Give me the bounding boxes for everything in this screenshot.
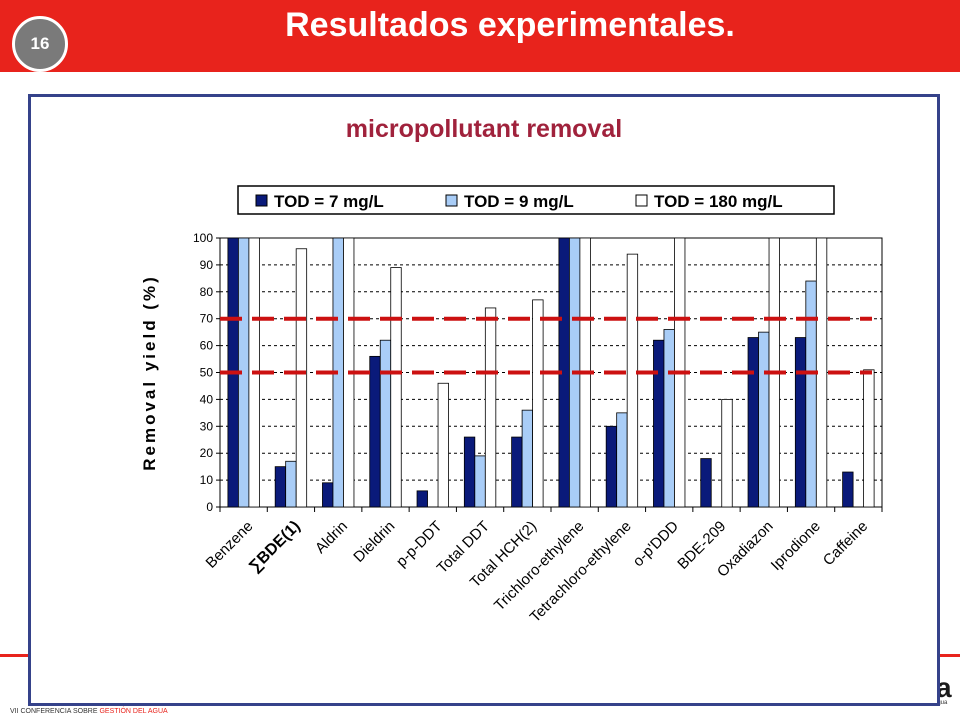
bar xyxy=(474,455,486,508)
bar xyxy=(369,355,381,508)
y-tick-label: 0 xyxy=(206,500,213,514)
footer-accent: GESTIÓN DEL AGUA xyxy=(99,708,168,715)
bar xyxy=(805,280,817,508)
legend-swatch xyxy=(255,194,268,207)
bar xyxy=(605,425,618,508)
y-tick-label: 70 xyxy=(200,312,214,326)
bar xyxy=(653,339,665,508)
bar xyxy=(663,329,675,508)
x-category-label: Iprodione xyxy=(768,518,824,574)
slide-number-badge: 16 xyxy=(12,16,68,72)
bar xyxy=(463,436,476,508)
x-category-label: Trichloro-ethylene xyxy=(491,518,588,615)
y-tick-label: 60 xyxy=(200,339,214,353)
bar xyxy=(484,307,497,508)
footer-conference-text: VII CONFERENCIA SOBRE GESTIÓN DEL AGUA xyxy=(10,708,168,715)
x-category-label: o-p'DDD xyxy=(630,518,682,570)
bar xyxy=(863,369,875,508)
bar xyxy=(274,466,287,508)
legend-label: TOD = 9 mg/L xyxy=(464,192,574,211)
bar xyxy=(379,339,392,508)
y-tick-label: 90 xyxy=(200,258,214,272)
y-tick-label: 80 xyxy=(200,285,214,299)
legend-label: TOD = 180 mg/L xyxy=(654,192,783,211)
bar xyxy=(700,458,712,508)
bar xyxy=(794,337,807,508)
bar xyxy=(616,412,628,508)
legend-swatch xyxy=(635,194,648,207)
footer-logo-sub: agua xyxy=(934,700,948,706)
y-tick-label: 100 xyxy=(193,231,213,245)
bar xyxy=(747,337,759,508)
y-tick-label: 10 xyxy=(200,473,214,487)
bar xyxy=(295,248,308,508)
bar xyxy=(390,267,402,508)
bar xyxy=(532,299,544,508)
y-tick-label: 40 xyxy=(200,392,214,406)
bar xyxy=(521,409,534,508)
bar xyxy=(511,436,523,508)
x-category-label: ∑BDE(1) xyxy=(246,518,304,576)
bar xyxy=(437,382,449,508)
slide-title: Resultados experimentales. xyxy=(285,6,735,44)
chart-subtitle: micropollutant removal xyxy=(345,115,623,143)
y-axis-label: Removal yield (%) xyxy=(140,274,159,471)
bar xyxy=(626,253,639,508)
x-category-label: Aldrin xyxy=(312,518,351,557)
footer-prefix: VII CONFERENCIA SOBRE xyxy=(10,708,100,715)
bar xyxy=(758,331,770,508)
legend-label: TOD = 7 mg/L xyxy=(274,192,384,211)
bar xyxy=(842,471,854,508)
x-category-label: Caffeine xyxy=(820,518,871,569)
title-bar xyxy=(0,0,960,72)
y-tick-label: 50 xyxy=(200,366,214,380)
bar xyxy=(416,490,428,508)
bar xyxy=(285,460,297,508)
x-category-label: Dieldrin xyxy=(350,518,398,566)
y-tick-label: 20 xyxy=(200,446,214,460)
y-tick-label: 30 xyxy=(200,419,214,433)
bar xyxy=(721,398,733,508)
legend-swatch xyxy=(445,194,458,207)
bar xyxy=(322,482,334,508)
legend-box xyxy=(237,185,835,215)
